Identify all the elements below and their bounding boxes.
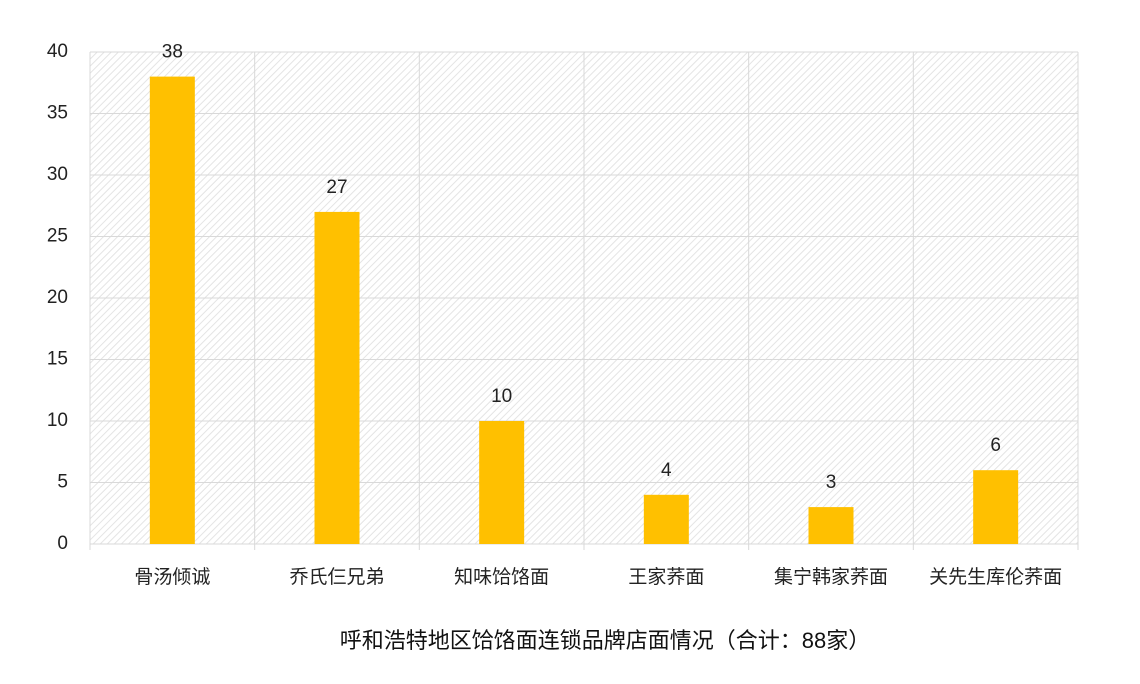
y-tick-label: 25 <box>47 226 68 247</box>
data-label: 27 <box>326 177 347 198</box>
x-tick-label: 知味饸饹面 <box>454 566 549 588</box>
y-tick-label: 30 <box>47 164 68 185</box>
y-tick-label: 15 <box>47 349 68 370</box>
bar <box>808 507 854 544</box>
data-label: 4 <box>661 460 672 481</box>
data-label: 3 <box>826 472 837 493</box>
x-tick-label: 王家荞面 <box>628 566 704 588</box>
chart-title: 呼和浩特地区饸饹面连锁品牌店面情况（合计：88家） <box>340 628 870 653</box>
y-tick-label: 40 <box>47 41 68 62</box>
y-tick-label: 35 <box>47 103 68 124</box>
x-tick-label: 关先生库伦荞面 <box>929 566 1062 588</box>
y-tick-label: 10 <box>47 410 68 431</box>
bar <box>149 76 195 544</box>
y-tick-label: 5 <box>57 472 68 493</box>
data-label: 6 <box>990 435 1001 456</box>
x-tick-label: 乔氏仨兄弟 <box>289 566 384 588</box>
y-tick-label: 0 <box>57 533 68 554</box>
data-label: 10 <box>491 386 512 407</box>
data-label: 38 <box>162 42 183 63</box>
bar <box>973 470 1019 544</box>
y-tick-label: 20 <box>47 287 68 308</box>
x-tick-label: 集宁韩家荞面 <box>774 566 888 588</box>
x-tick-label: 骨汤倾诚 <box>134 566 210 588</box>
bar <box>479 421 525 544</box>
bar <box>314 211 360 544</box>
bar <box>643 494 689 544</box>
